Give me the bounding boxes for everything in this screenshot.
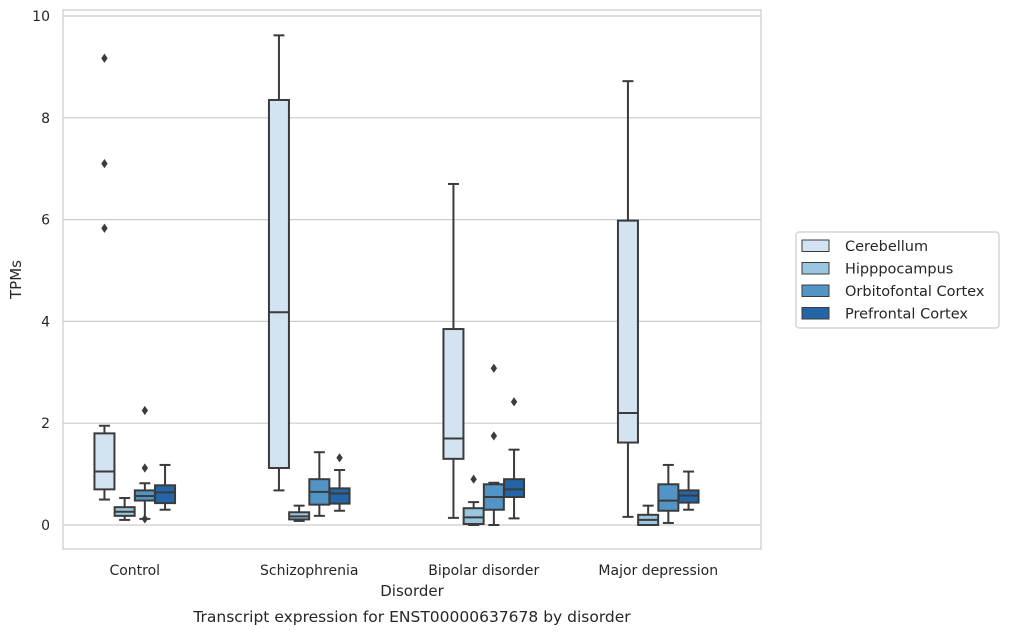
x-tick-label: Bipolar disorder <box>428 563 539 579</box>
box-0-3 <box>616 80 639 518</box>
box-iqr <box>442 328 465 460</box>
y-tick-label: 4 <box>41 314 50 330</box>
legend-entry: Hipppocampus <box>845 262 953 278</box>
y-tick-labels: 0 2 4 6 8 10 <box>32 9 50 534</box>
y-tick-label: 2 <box>41 416 50 432</box>
box-2-0 <box>133 405 156 524</box>
legend-frame <box>795 231 1000 329</box>
x-tick-label: Schizophrenia <box>260 563 358 579</box>
legend-swatch <box>801 284 830 297</box>
box-iqr <box>462 507 485 525</box>
box-iqr <box>677 489 700 504</box>
box-2-2 <box>482 363 505 526</box>
gridlines <box>63 15 761 526</box>
y-axis-label: TPMs <box>7 260 25 300</box>
legend-entry: Prefrontal Cortex <box>845 307 968 323</box>
y-tick-label: 6 <box>41 213 50 229</box>
box-iqr <box>93 432 116 491</box>
legend-swatch <box>801 307 830 320</box>
box-iqr <box>616 219 639 444</box>
box-2-1 <box>308 451 331 517</box>
box-iqr <box>154 484 177 505</box>
outlier-point <box>490 363 498 373</box>
chart-caption: Transcript expression for ENST0000063767… <box>192 608 631 626</box>
box-0-1 <box>267 34 290 492</box>
x-tick-label: Major depression <box>598 563 718 579</box>
outlier-point <box>101 53 108 63</box>
outlier-point <box>336 453 343 463</box>
box-2-3 <box>657 463 680 524</box>
box-iqr <box>267 98 290 469</box>
y-tick-label: 8 <box>41 111 50 127</box>
outlier-point <box>141 514 149 524</box>
outlier-point <box>510 397 518 407</box>
x-axis-label: Disorder <box>380 582 444 600</box>
box-1-0 <box>113 497 136 521</box>
outlier-point <box>470 474 477 484</box>
legend: Cerebellum Hipppocampus Orbitofontal Corte… <box>795 231 1000 329</box>
outlier-point <box>101 159 108 169</box>
box-iqr <box>503 478 526 499</box>
box-iqr <box>657 483 680 512</box>
box-layer <box>93 34 700 527</box>
outlier-point <box>490 431 498 441</box>
x-tick-labels: Control Schizophrenia Bipolar disorder Majo… <box>109 563 718 579</box>
legend-entry: Orbitofontal Cortex <box>845 284 985 300</box>
legend-swatch <box>801 239 830 252</box>
box-3-0 <box>154 463 177 511</box>
y-tick-label: 0 <box>41 518 50 534</box>
x-tick-label: Control <box>109 563 160 579</box>
plot-frame <box>62 9 762 550</box>
outlier-point <box>101 223 108 233</box>
outlier-point <box>141 463 149 473</box>
box-0-0 <box>93 53 116 501</box>
y-tick-label: 10 <box>32 9 50 25</box>
box-3-2 <box>503 397 526 520</box>
box-1-3 <box>637 504 660 527</box>
box-3-3 <box>677 470 700 511</box>
outlier-point <box>141 405 149 416</box>
legend-swatch <box>801 262 830 275</box>
box-1-1 <box>288 504 311 522</box>
legend-entry: Cerebellum <box>845 239 928 255</box>
box-1-2 <box>462 474 485 526</box>
box-iqr <box>328 487 351 505</box>
box-3-1 <box>328 453 351 512</box>
box-0-2 <box>442 182 465 519</box>
